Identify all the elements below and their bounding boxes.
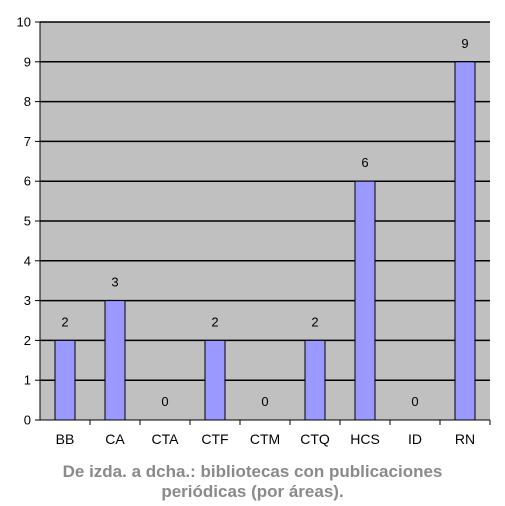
data-label-ctq: 2 <box>311 314 318 329</box>
bar-ctq <box>304 339 326 421</box>
x-tick-label-hcs: HCS <box>350 431 380 447</box>
y-tick-label: 2 <box>24 333 31 348</box>
y-axis: 0 1 2 3 4 5 6 7 8 9 10 <box>17 15 41 428</box>
bar-rn <box>454 61 476 421</box>
x-axis: BB CA CTA CTF CTM CTQ HCS ID RN <box>40 419 491 447</box>
data-label-cta: 0 <box>161 394 168 409</box>
bar-ctf <box>204 339 226 421</box>
x-tick-label-cta: CTA <box>152 431 180 447</box>
y-tick-label: 10 <box>17 15 31 30</box>
caption-line-2: periódicas (por áreas). <box>161 482 344 501</box>
x-tick-label-rn: RN <box>455 431 475 447</box>
x-tick-label-bb: BB <box>56 431 75 447</box>
data-label-ctm: 0 <box>261 394 268 409</box>
x-tick-label-ca: CA <box>105 431 125 447</box>
data-label-hcs: 6 <box>361 155 368 170</box>
y-tick-label: 8 <box>24 94 31 109</box>
data-label-rn: 9 <box>461 36 468 51</box>
bar-ca <box>104 300 126 421</box>
y-tick-label: 0 <box>24 413 31 428</box>
x-tick-label-ctm: CTM <box>250 431 280 447</box>
bar-hcs <box>354 180 376 421</box>
x-tick-label-ctf: CTF <box>201 431 228 447</box>
data-labels: 2 3 0 2 0 2 6 0 9 <box>61 36 468 409</box>
x-tick-label-ctq: CTQ <box>300 431 330 447</box>
data-label-bb: 2 <box>61 314 68 329</box>
data-label-id: 0 <box>411 394 418 409</box>
bar-bb <box>54 339 76 421</box>
y-tick-label: 1 <box>24 373 31 388</box>
y-tick-label: 4 <box>24 253 31 268</box>
chart-caption: De izda. a dcha.: bibliotecas con public… <box>0 462 505 502</box>
y-tick-label: 6 <box>24 174 31 189</box>
data-label-ca: 3 <box>111 275 118 290</box>
y-tick-label: 5 <box>24 214 31 229</box>
caption-line-1: De izda. a dcha.: bibliotecas con public… <box>62 462 443 481</box>
y-tick-label: 9 <box>24 54 31 69</box>
x-tick-label-id: ID <box>408 431 422 447</box>
bars <box>54 61 476 421</box>
y-tick-label: 7 <box>24 134 31 149</box>
bar-chart: 2 3 0 2 0 2 6 0 9 0 1 2 3 4 5 6 7 8 9 10 BB CA CTA CTF CTM CTQ H… <box>17 15 491 447</box>
data-label-ctf: 2 <box>211 314 218 329</box>
y-tick-label: 3 <box>24 293 31 308</box>
